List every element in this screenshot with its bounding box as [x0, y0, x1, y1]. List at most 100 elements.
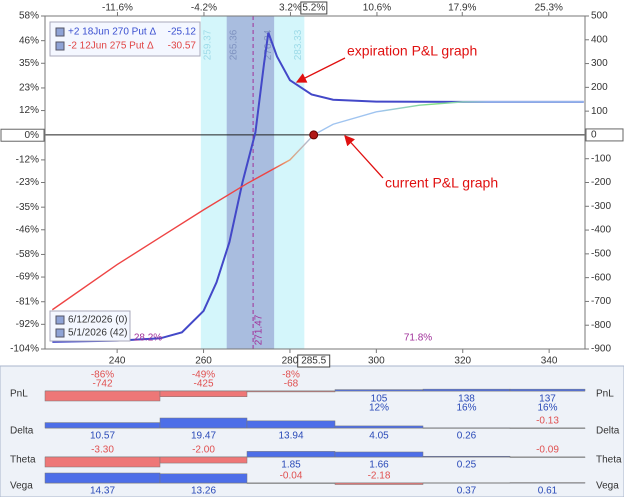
greek-value: -2.18 — [368, 471, 391, 482]
greek-value: 19.47 — [191, 431, 216, 442]
range-label: 259.37 — [202, 29, 213, 60]
x-marker-label: 285.5 — [301, 356, 326, 367]
legend-delta: -25.12 — [168, 27, 197, 38]
greek-percent: 12% — [369, 403, 389, 414]
greek-percent: 16% — [456, 403, 476, 414]
tick-box — [0, 128, 45, 142]
greek-bar — [334, 425, 424, 429]
greek-value: -3.30 — [91, 445, 114, 456]
x-marker-box — [297, 354, 331, 368]
annotation: expiration P&L graph — [347, 43, 477, 59]
y-tick-label: -104% — [10, 344, 39, 355]
x2-tick-label: -4.2% — [191, 3, 217, 14]
greek-bar — [422, 482, 511, 484]
greek-bar — [509, 427, 586, 429]
legend-box — [49, 21, 201, 57]
row-label: Theta — [596, 455, 622, 466]
legend-label: 6/12/2026 (0) — [68, 315, 128, 326]
greek-bar — [334, 389, 424, 392]
y-tick-label: 12% — [19, 105, 39, 116]
x-tick-label: 240 — [109, 356, 126, 367]
greek-value: 14.37 — [90, 486, 115, 497]
y2-tick-label: -100 — [591, 153, 611, 164]
y2-tick-label: 500 — [591, 11, 608, 22]
y2-tick-label: -200 — [591, 177, 611, 188]
x-tick-label: 320 — [454, 356, 471, 367]
greek-bar — [509, 456, 586, 458]
greek-value: -0.04 — [280, 471, 303, 482]
range-label: 283.33 — [293, 29, 304, 60]
x2-marker-box — [300, 1, 328, 15]
greek-percent: -86% — [91, 370, 114, 381]
x-tick-label: 300 — [368, 356, 385, 367]
probability-label: 71.8% — [404, 333, 432, 344]
plot: 259.37 283.33 265.36 276.34 271.47 58% 46% 35% 2… — [0, 1, 624, 368]
y2-tick-label: -400 — [591, 225, 611, 236]
greek-value: 4.05 — [369, 431, 389, 442]
greek-bar — [159, 456, 248, 464]
greek-bar — [422, 388, 511, 392]
greek-value: 13.26 — [191, 486, 216, 497]
legend-label: -2 12Jun 275 Put Δ — [68, 41, 154, 52]
range-label: 265.36 — [228, 29, 239, 60]
row-label: Vega — [596, 481, 619, 492]
y2-tick-label: 100 — [591, 106, 608, 117]
x2-tick-label: 25.3% — [535, 3, 563, 14]
greek-bar — [246, 390, 336, 393]
x-tick-label: 260 — [195, 356, 212, 367]
legend-label: +2 18Jun 270 Put Δ — [68, 27, 156, 38]
legend-swatch — [55, 41, 65, 51]
legend-swatch — [55, 328, 65, 338]
y-tick-label: -69% — [16, 272, 39, 283]
row-label: Vega — [10, 481, 33, 492]
greek-bar — [246, 420, 336, 429]
greek-percent: -49% — [192, 370, 215, 381]
y-tick-label: 35% — [19, 58, 39, 69]
greek-bar — [159, 473, 248, 484]
row-label: PnL — [10, 389, 28, 400]
arrow — [295, 57, 346, 83]
y2-tick-label: -900 — [591, 344, 611, 355]
y-tick-label: -58% — [16, 249, 39, 260]
x2-tick-label: 17.9% — [448, 3, 476, 14]
x-tick-label: 280 — [282, 356, 299, 367]
arrow — [344, 135, 384, 179]
greek-value: 10.57 — [90, 431, 115, 442]
greek-value: -0.09 — [536, 445, 559, 456]
greek-bar — [44, 422, 161, 429]
tick-box — [585, 128, 624, 142]
greek-bar — [159, 417, 248, 429]
y2-tick-label: 200 — [591, 82, 608, 93]
greek-bar — [422, 427, 511, 429]
y2-tick-label: -600 — [591, 272, 611, 283]
greek-value: 105 — [371, 394, 388, 405]
greek-percent: -8% — [282, 370, 300, 381]
greek-bar — [422, 455, 511, 458]
y2-tick-label: -700 — [591, 296, 611, 307]
greek-bar — [159, 390, 248, 397]
greek-value: 0.37 — [457, 486, 477, 497]
x-tick-label: 340 — [541, 356, 558, 367]
greek-value: -2.00 — [192, 445, 215, 456]
row-label: Delta — [596, 426, 620, 437]
greek-bar — [509, 388, 586, 392]
greek-bar — [44, 390, 161, 402]
row-label: Theta — [10, 455, 36, 466]
y-tick-label: -81% — [16, 296, 39, 307]
greek-value: -0.13 — [536, 416, 559, 427]
greek-value: -68 — [284, 379, 299, 390]
legend-swatch — [55, 315, 65, 325]
y2-tick-label: -800 — [591, 320, 611, 331]
y2-tick-label: 300 — [591, 58, 608, 69]
greek-bar — [334, 482, 424, 485]
pnl-line — [51, 101, 584, 311]
x2-tick-label: 3.2% — [279, 3, 302, 14]
y-tick-label: -92% — [16, 319, 39, 330]
y-tick-label: 0% — [25, 130, 40, 141]
greek-bar — [246, 451, 336, 458]
greek-value: 138 — [458, 394, 475, 405]
y2-tick-label: -500 — [591, 248, 611, 259]
legend-label: 5/1/2026 (42) — [68, 328, 128, 339]
pnl-line — [52, 32, 584, 343]
